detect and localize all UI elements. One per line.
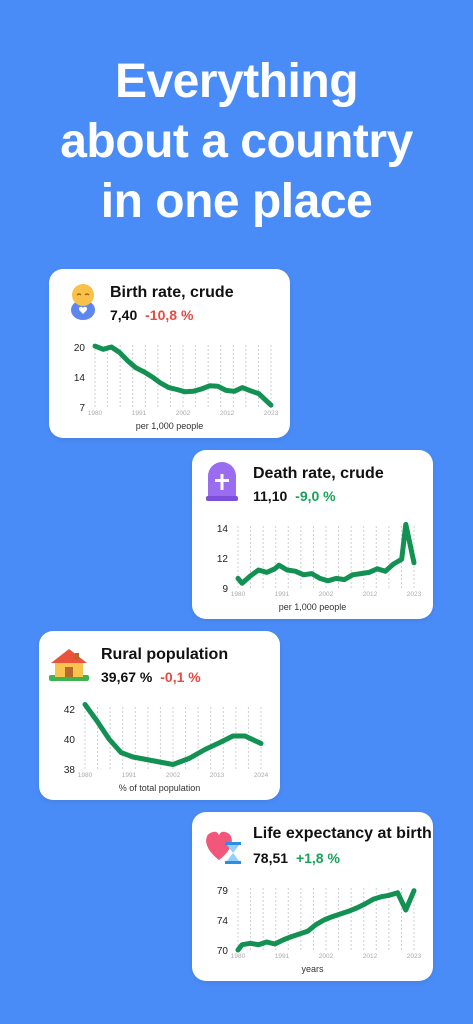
- headline-line-3: in one place: [100, 175, 373, 228]
- y-tick-label: 40: [64, 735, 76, 746]
- x-tick-label: 2012: [363, 953, 378, 960]
- death-rate-card[interactable]: Death rate, crude 11,10 -9,0 % 14 12 9 1980…: [192, 450, 433, 619]
- card-title: Death rate, crude: [253, 465, 384, 482]
- chart-unit-label: per 1,000 people: [278, 602, 347, 612]
- y-tick-label: 12: [217, 554, 229, 565]
- x-tick-label: 1991: [275, 953, 290, 960]
- y-tick-label: 42: [64, 705, 76, 716]
- birth-rate-card[interactable]: Birth rate, crude 7,40 -10,8 % 20 14 7 1980…: [49, 269, 290, 438]
- card-change: -0,1 %: [160, 669, 201, 685]
- x-tick-label: 1991: [275, 591, 290, 598]
- x-tick-label: 2012: [220, 410, 235, 417]
- y-tick-label: 79: [217, 886, 229, 897]
- card-value: 11,10: [253, 488, 288, 504]
- card-value-row: 11,10 -9,0 %: [253, 488, 336, 504]
- x-tick-label: 1991: [132, 410, 147, 417]
- baby-icon: [71, 284, 95, 320]
- card-title: Birth rate, crude: [110, 284, 234, 301]
- card-value: 7,40: [110, 307, 138, 323]
- chart-unit-label: years: [301, 964, 324, 974]
- y-tick-label: 9: [222, 584, 228, 595]
- chart-unit-label: per 1,000 people: [135, 421, 204, 431]
- card-value-row: 7,40 -10,8 %: [110, 307, 193, 323]
- card-value: 39,67 %: [101, 669, 153, 685]
- death-rate-chart: 14 12 9 1980 1991 2002 2012 2023: [217, 521, 422, 598]
- heart-hourglass-icon: [206, 831, 241, 864]
- x-tick-label: 2023: [407, 953, 422, 960]
- series-line: [235, 521, 417, 586]
- y-tick-label: 7: [79, 403, 85, 414]
- x-tick-label: 2002: [176, 410, 191, 417]
- y-tick-label: 14: [74, 373, 86, 384]
- rural-population-card[interactable]: Rural population 39,67 % -0,1 % 42 40 38 19…: [39, 631, 280, 800]
- card-change: +1,8 %: [295, 850, 340, 866]
- x-tick-label: 2002: [319, 591, 334, 598]
- card-title: Life expectancy at birth: [253, 825, 432, 842]
- birth-rate-chart: 20 14 7 1980 1991 2002 2012 2023: [74, 343, 279, 417]
- y-tick-label: 70: [217, 946, 229, 957]
- chart-unit-label: % of total population: [118, 783, 201, 793]
- x-tick-label: 2023: [264, 410, 279, 417]
- y-tick-label: 20: [74, 343, 86, 354]
- x-tick-label: 1980: [231, 953, 246, 960]
- y-tick-label: 14: [217, 524, 229, 535]
- card-change: -9,0 %: [295, 488, 336, 504]
- life-expectancy-card[interactable]: Life expectancy at birth 78,51 +1,8 % 79…: [192, 812, 433, 981]
- headline: Everything about a country in one place: [0, 52, 473, 232]
- life-expectancy-chart: 79 74 70 1980 1991 2002 2012 2023: [217, 886, 422, 960]
- series-line: [92, 343, 274, 408]
- card-title: Rural population: [101, 646, 229, 663]
- house-icon: [49, 649, 89, 681]
- headline-line-1: Everything: [114, 55, 359, 108]
- card-change: -10,8 %: [145, 307, 194, 323]
- x-tick-label: 2002: [166, 772, 181, 779]
- tombstone-icon: [206, 462, 238, 501]
- series-line: [235, 888, 417, 953]
- rural-population-chart: 42 40 38 1980 1991 2002 2013 2024: [64, 702, 269, 779]
- x-tick-label: 2024: [254, 772, 269, 779]
- x-tick-label: 2023: [407, 591, 422, 598]
- series-line: [82, 702, 264, 767]
- x-tick-label: 1980: [78, 772, 93, 779]
- x-tick-label: 1980: [88, 410, 103, 417]
- y-tick-label: 74: [217, 916, 229, 927]
- card-value-row: 78,51 +1,8 %: [253, 850, 340, 866]
- card-value-row: 39,67 % -0,1 %: [101, 669, 201, 685]
- x-tick-label: 1991: [122, 772, 137, 779]
- x-tick-label: 2012: [363, 591, 378, 598]
- headline-line-2: about a country: [60, 115, 413, 168]
- x-tick-label: 1980: [231, 591, 246, 598]
- card-value: 78,51: [253, 850, 289, 866]
- y-tick-label: 38: [64, 765, 76, 776]
- x-tick-label: 2013: [210, 772, 225, 779]
- x-tick-label: 2002: [319, 953, 334, 960]
